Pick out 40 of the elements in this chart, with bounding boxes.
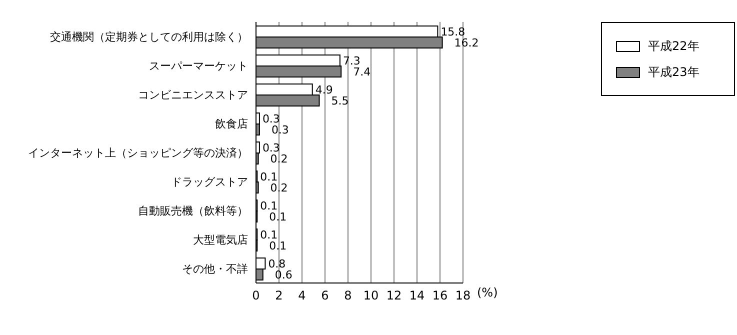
x-tick-label: 6	[321, 288, 329, 303]
data-label: 7.3	[342, 54, 360, 68]
x-tick-label: 18	[455, 288, 471, 303]
legend-label: 平成23年	[648, 64, 700, 81]
legend-label: 平成22年	[648, 38, 700, 55]
x-tick-label: 12	[386, 288, 402, 303]
data-label: 16.2	[454, 36, 479, 50]
data-label: 7.4	[353, 65, 371, 78]
y-tick-label: 大型電気店	[193, 233, 248, 246]
y-tick-label: 交通機関（定期券としての利用は除く）	[50, 30, 248, 44]
data-label: 0.1	[260, 199, 278, 212]
y-tick-label: スーパーマーケット	[149, 59, 248, 72]
data-label: 0.1	[269, 210, 287, 224]
x-axis-title: (%)	[477, 285, 498, 300]
data-label: 0.3	[262, 141, 280, 154]
data-label: 4.9	[315, 83, 333, 96]
x-tick-label: 14	[409, 288, 425, 303]
x-tick-label: 0	[252, 288, 260, 303]
y-tick-label: インターネット上（ショッピング等の決済）	[28, 146, 248, 160]
data-label: 0.1	[269, 239, 287, 252]
data-label: 15.8	[440, 25, 466, 38]
data-label: 0.8	[268, 257, 286, 270]
y-tick-label: コンビニエンスストア	[138, 88, 248, 102]
data-label: 0.3	[262, 112, 280, 126]
data-label: 0.3	[271, 123, 289, 136]
data-label: 0.1	[260, 170, 278, 184]
y-tick-label: ドラッグストア	[171, 175, 248, 188]
x-tick-label: 10	[363, 288, 379, 303]
data-label: 0.2	[270, 152, 288, 166]
data-label: 0.1	[260, 228, 278, 242]
x-tick-label: 4	[298, 288, 306, 303]
y-tick-label: 自動販売機（飲料等）	[138, 204, 248, 218]
x-tick-label: 8	[344, 288, 352, 303]
data-label: 0.6	[274, 268, 292, 282]
y-tick-label: その他・不詳	[182, 262, 248, 276]
data-label: 5.5	[331, 94, 349, 108]
data-label: 0.2	[270, 181, 288, 194]
x-tick-label: 16	[432, 288, 448, 303]
x-tick-label: 2	[275, 288, 283, 303]
y-tick-label: 飲食店	[215, 117, 248, 130]
